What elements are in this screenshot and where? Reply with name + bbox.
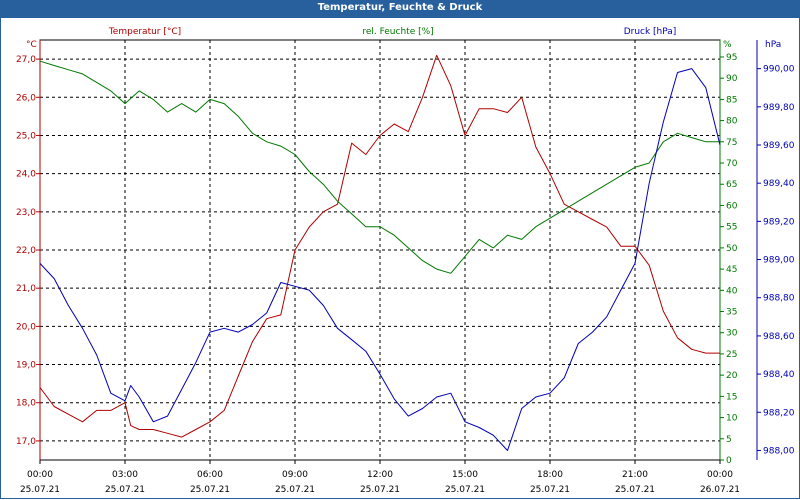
- humidity-tick-label: 20: [726, 371, 738, 381]
- pressure-tick-label: 988,00: [763, 446, 795, 456]
- humidity-axis-label: rel. Feuchte [%]: [362, 27, 433, 37]
- humidity-tick-label: 25: [726, 350, 737, 360]
- temperature-tick-label: 20,0: [16, 322, 36, 332]
- x-tick-time-label: 21:00: [622, 470, 648, 480]
- pressure-tick-label: 990,00: [763, 65, 795, 75]
- humidity-tick-label: 10: [726, 414, 738, 424]
- x-tick-date-label: 25.07.21: [20, 485, 60, 495]
- x-tick-time-label: 15:00: [452, 470, 478, 480]
- x-tick-date-label: 25.07.21: [615, 485, 655, 495]
- humidity-tick-label: 75: [726, 138, 737, 148]
- humidity-tick-label: 35: [726, 308, 737, 318]
- x-tick-time-label: 06:00: [197, 470, 223, 480]
- temperature-tick-label: 25,0: [16, 131, 36, 141]
- humidity-series-line: [39, 60, 720, 274]
- pressure-series-line: [39, 68, 721, 451]
- humidity-tick-label: 60: [726, 201, 738, 211]
- pressure-tick-label: 988,40: [763, 370, 795, 380]
- x-tick-date-label: 25.07.21: [190, 485, 230, 495]
- humidity-tick-label: 5: [726, 435, 732, 445]
- x-tick-date-label: 25.07.21: [530, 485, 570, 495]
- x-tick-time-label: 03:00: [112, 470, 138, 480]
- x-tick-time-label: 18:00: [537, 470, 563, 480]
- temperature-tick-label: 19,0: [16, 361, 36, 371]
- humidity-tick-label: 15: [726, 392, 737, 402]
- temperature-tick-label: 22,0: [16, 246, 36, 256]
- temperature-tick-label: 27,0: [16, 55, 36, 65]
- pressure-tick-label: 989,40: [763, 179, 795, 189]
- temperature-tick-label: 18,0: [16, 399, 36, 409]
- humidity-tick-label: 30: [726, 329, 738, 339]
- humidity-tick-label: 90: [726, 74, 738, 84]
- humidity-tick-label: 65: [726, 180, 737, 190]
- x-tick-date-label: 25.07.21: [445, 485, 485, 495]
- x-tick-time-label: 12:00: [367, 470, 393, 480]
- pressure-tick-label: 989,80: [763, 103, 795, 113]
- temperature-series-line: [39, 54, 720, 438]
- pressure-tick-label: 989,60: [763, 141, 795, 151]
- x-tick-time-label: 00:00: [707, 470, 733, 480]
- temperature-unit-label: °C: [26, 40, 37, 50]
- temperature-tick-label: 26,0: [16, 93, 36, 103]
- pressure-unit-label: hPa: [765, 40, 781, 50]
- humidity-tick-label: 80: [726, 117, 738, 127]
- x-tick-date-label: 25.07.21: [360, 485, 400, 495]
- pressure-tick-label: 988,20: [763, 408, 795, 418]
- humidity-tick-label: 70: [726, 159, 738, 169]
- pressure-tick-label: 989,20: [763, 217, 795, 227]
- humidity-tick-label: 85: [726, 95, 737, 105]
- humidity-tick-label: 45: [726, 265, 737, 275]
- temperature-tick-label: 23,0: [16, 208, 36, 218]
- humidity-tick-label: 0: [726, 456, 732, 466]
- humidity-tick-label: 50: [726, 244, 738, 254]
- humidity-unit-label: %: [723, 40, 732, 50]
- humidity-tick-label: 40: [726, 286, 738, 296]
- chart-title-bar: Temperatur, Feuchte & Druck: [0, 0, 800, 18]
- temperature-axis-label: Temperatur [°C]: [108, 27, 181, 37]
- pressure-tick-label: 989,00: [763, 256, 795, 266]
- pressure-axis-label: Druck [hPa]: [624, 27, 677, 37]
- temperature-tick-label: 21,0: [16, 284, 36, 294]
- chart-title: Temperatur, Feuchte & Druck: [317, 2, 483, 13]
- x-tick-date-label: 25.07.21: [275, 485, 315, 495]
- x-tick-date-label: 25.07.21: [105, 485, 145, 495]
- humidity-tick-label: 55: [726, 223, 737, 233]
- temperature-tick-label: 17,0: [16, 437, 36, 447]
- x-tick-time-label: 00:00: [27, 470, 53, 480]
- pressure-tick-label: 988,80: [763, 294, 795, 304]
- pressure-tick-label: 988,60: [763, 332, 795, 342]
- x-tick-time-label: 09:00: [282, 470, 308, 480]
- temperature-tick-label: 24,0: [16, 170, 36, 180]
- humidity-tick-label: 95: [726, 53, 737, 63]
- x-tick-date-label: 26.07.21: [700, 485, 740, 495]
